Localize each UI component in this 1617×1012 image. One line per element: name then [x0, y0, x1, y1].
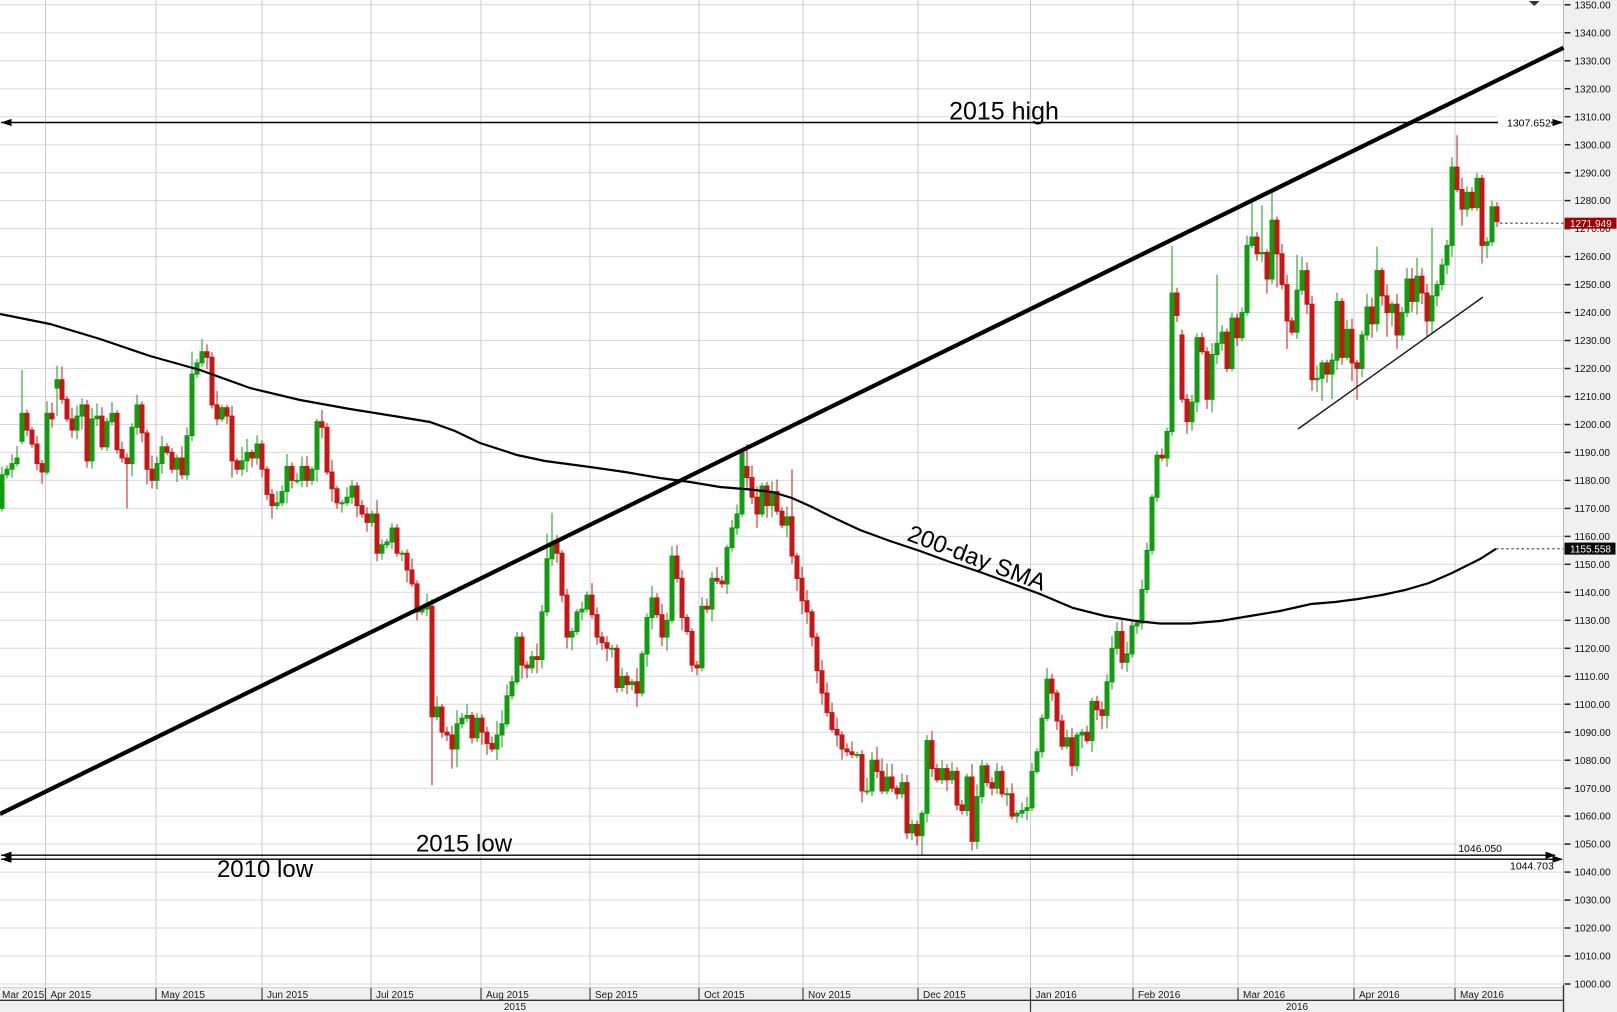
- svg-text:1060.00: 1060.00: [1575, 812, 1612, 823]
- svg-text:1090.00: 1090.00: [1575, 728, 1612, 739]
- svg-text:1020.00: 1020.00: [1575, 924, 1612, 935]
- svg-text:1050.00: 1050.00: [1575, 840, 1612, 851]
- svg-text:1320.00: 1320.00: [1575, 84, 1612, 95]
- svg-text:Jun 2015: Jun 2015: [267, 990, 309, 1001]
- svg-text:Apr 2016: Apr 2016: [1359, 990, 1400, 1001]
- svg-text:May 2015: May 2015: [161, 990, 205, 1001]
- svg-text:2015: 2015: [504, 1002, 527, 1012]
- svg-text:Jan 2016: Jan 2016: [1036, 990, 1078, 1001]
- svg-text:1140.00: 1140.00: [1575, 588, 1611, 599]
- svg-text:1180.00: 1180.00: [1575, 476, 1611, 487]
- svg-text:1230.00: 1230.00: [1575, 336, 1612, 347]
- svg-text:1260.00: 1260.00: [1575, 252, 1612, 263]
- svg-text:1160.00: 1160.00: [1575, 532, 1611, 543]
- svg-text:1030.00: 1030.00: [1575, 896, 1612, 907]
- svg-text:1100.00: 1100.00: [1575, 700, 1611, 711]
- svg-text:Oct 2015: Oct 2015: [704, 990, 745, 1001]
- svg-text:2016: 2016: [1286, 1002, 1309, 1012]
- svg-text:1010.00: 1010.00: [1575, 952, 1612, 963]
- svg-text:Mar 2016: Mar 2016: [1243, 990, 1286, 1001]
- svg-text:1280.00: 1280.00: [1575, 196, 1612, 207]
- svg-text:1300.00: 1300.00: [1575, 140, 1612, 151]
- svg-text:1044.703: 1044.703: [1510, 861, 1554, 873]
- svg-text:1170.00: 1170.00: [1575, 504, 1611, 515]
- svg-text:Apr 2015: Apr 2015: [51, 990, 92, 1001]
- svg-text:2010 low: 2010 low: [217, 856, 314, 883]
- svg-text:1350.00: 1350.00: [1575, 0, 1612, 11]
- svg-text:1271.949: 1271.949: [1570, 219, 1612, 230]
- svg-text:1220.00: 1220.00: [1575, 364, 1612, 375]
- svg-text:1250.00: 1250.00: [1575, 280, 1612, 291]
- svg-text:1155.558: 1155.558: [1570, 544, 1611, 555]
- svg-text:1200.00: 1200.00: [1575, 420, 1612, 431]
- svg-text:1307.652: 1307.652: [1507, 117, 1551, 129]
- svg-text:1046.050: 1046.050: [1458, 843, 1502, 855]
- svg-text:1150.00: 1150.00: [1575, 560, 1611, 571]
- svg-text:1330.00: 1330.00: [1575, 56, 1612, 67]
- svg-text:1000.00: 1000.00: [1575, 980, 1612, 991]
- svg-text:2015 high: 2015 high: [949, 97, 1059, 125]
- svg-text:May 2016: May 2016: [1460, 990, 1504, 1001]
- svg-text:1070.00: 1070.00: [1575, 784, 1612, 795]
- svg-text:1290.00: 1290.00: [1575, 168, 1612, 179]
- svg-text:1190.00: 1190.00: [1575, 448, 1611, 459]
- svg-text:1210.00: 1210.00: [1575, 392, 1612, 403]
- svg-text:Jul 2015: Jul 2015: [376, 990, 414, 1001]
- svg-text:Aug 2015: Aug 2015: [486, 990, 529, 1001]
- svg-text:1080.00: 1080.00: [1575, 756, 1612, 767]
- svg-text:1130.00: 1130.00: [1575, 616, 1611, 627]
- svg-text:1270.00: 1270.00: [1575, 224, 1612, 235]
- svg-text:Nov 2015: Nov 2015: [808, 990, 851, 1001]
- svg-text:Sep 2015: Sep 2015: [595, 990, 638, 1001]
- svg-text:Mar 2015: Mar 2015: [2, 990, 45, 1001]
- svg-text:1310.00: 1310.00: [1575, 112, 1612, 123]
- svg-text:2015 low: 2015 low: [416, 831, 513, 858]
- svg-text:1120.00: 1120.00: [1575, 644, 1611, 655]
- svg-text:1340.00: 1340.00: [1575, 28, 1612, 39]
- svg-text:1240.00: 1240.00: [1575, 308, 1612, 319]
- svg-text:Feb 2016: Feb 2016: [1138, 990, 1181, 1001]
- svg-text:Dec 2015: Dec 2015: [923, 990, 966, 1001]
- svg-text:1110.00: 1110.00: [1575, 672, 1610, 683]
- svg-text:1040.00: 1040.00: [1575, 868, 1612, 879]
